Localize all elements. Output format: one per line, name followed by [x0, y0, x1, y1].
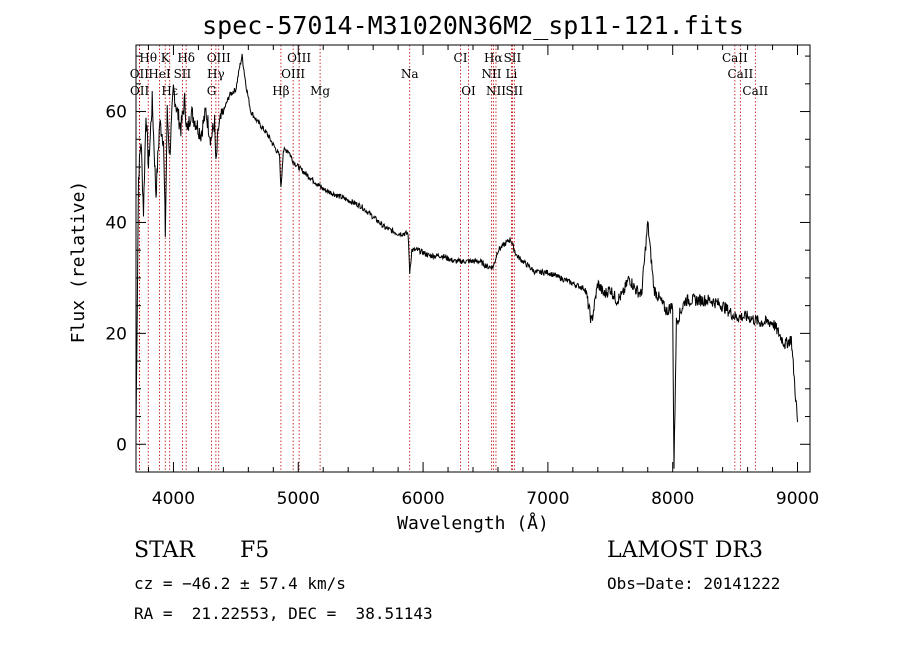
line-label: K: [161, 51, 171, 65]
line-label: G: [207, 84, 217, 98]
line-label: CaII: [742, 84, 768, 98]
x-axis-label: Wavelength (Å): [397, 512, 549, 534]
coordinates-readout: RA = 21.22553, DEC = 38.51143: [134, 604, 433, 623]
y-tick-label: 0: [116, 435, 127, 455]
line-label: Li: [506, 67, 518, 81]
object-subclass: F5: [240, 538, 270, 563]
x-tick-label: 7000: [526, 489, 569, 509]
line-label: Na: [401, 67, 419, 81]
line-label: Hβ: [272, 84, 289, 98]
observation-date: Obs−Date: 20141222: [607, 574, 781, 593]
line-label: OIII: [287, 51, 311, 65]
line-label: OII: [130, 67, 150, 81]
line-label: OII: [130, 84, 150, 98]
line-label: OIII: [207, 51, 231, 65]
line-label: SII: [504, 51, 522, 65]
x-tick-label: 4000: [152, 489, 195, 509]
line-label: Hε: [161, 84, 178, 98]
line-label: Hα: [484, 51, 503, 65]
y-tick-label: 20: [105, 324, 127, 344]
spectrum-chart: spec-57014-M31020N36M2_sp11-121.fits Hθ K…: [68, 11, 819, 534]
line-label: CaII: [722, 51, 748, 65]
line-label: NII: [481, 67, 501, 81]
spectrum-line: [135, 53, 798, 469]
x-axis: 4000 5000 6000 7000 8000 9000: [147, 45, 819, 509]
line-label: NII: [486, 84, 506, 98]
line-label: Hδ: [177, 51, 195, 65]
plot-frame: [135, 44, 811, 473]
line-label: OI: [461, 84, 476, 98]
x-tick-label: 5000: [277, 489, 320, 509]
chart-title: spec-57014-M31020N36M2_sp11-121.fits: [202, 11, 744, 40]
line-label: CI: [454, 51, 468, 65]
line-label: HeI: [148, 67, 171, 81]
x-tick-label: 6000: [401, 489, 444, 509]
line-label: CaII: [727, 67, 753, 81]
x-tick-label: 9000: [776, 489, 819, 509]
y-axis-label: Flux (relative): [68, 181, 89, 344]
line-label: Hγ: [207, 67, 225, 81]
survey-name: LAMOST DR3: [607, 538, 763, 563]
line-label: Mg: [310, 84, 330, 98]
line-label: SII: [505, 84, 523, 98]
y-tick-label: 60: [105, 103, 127, 123]
y-tick-label: 40: [105, 213, 127, 233]
line-label: SII: [174, 67, 192, 81]
y-axis: 0 20 40 60: [105, 55, 810, 455]
redshift-readout: cz = −46.2 ± 57.4 km/s: [134, 574, 346, 593]
object-class: STAR: [134, 538, 195, 563]
line-label: Hθ: [139, 51, 157, 65]
line-label: OIII: [281, 67, 305, 81]
x-tick-label: 8000: [651, 489, 694, 509]
